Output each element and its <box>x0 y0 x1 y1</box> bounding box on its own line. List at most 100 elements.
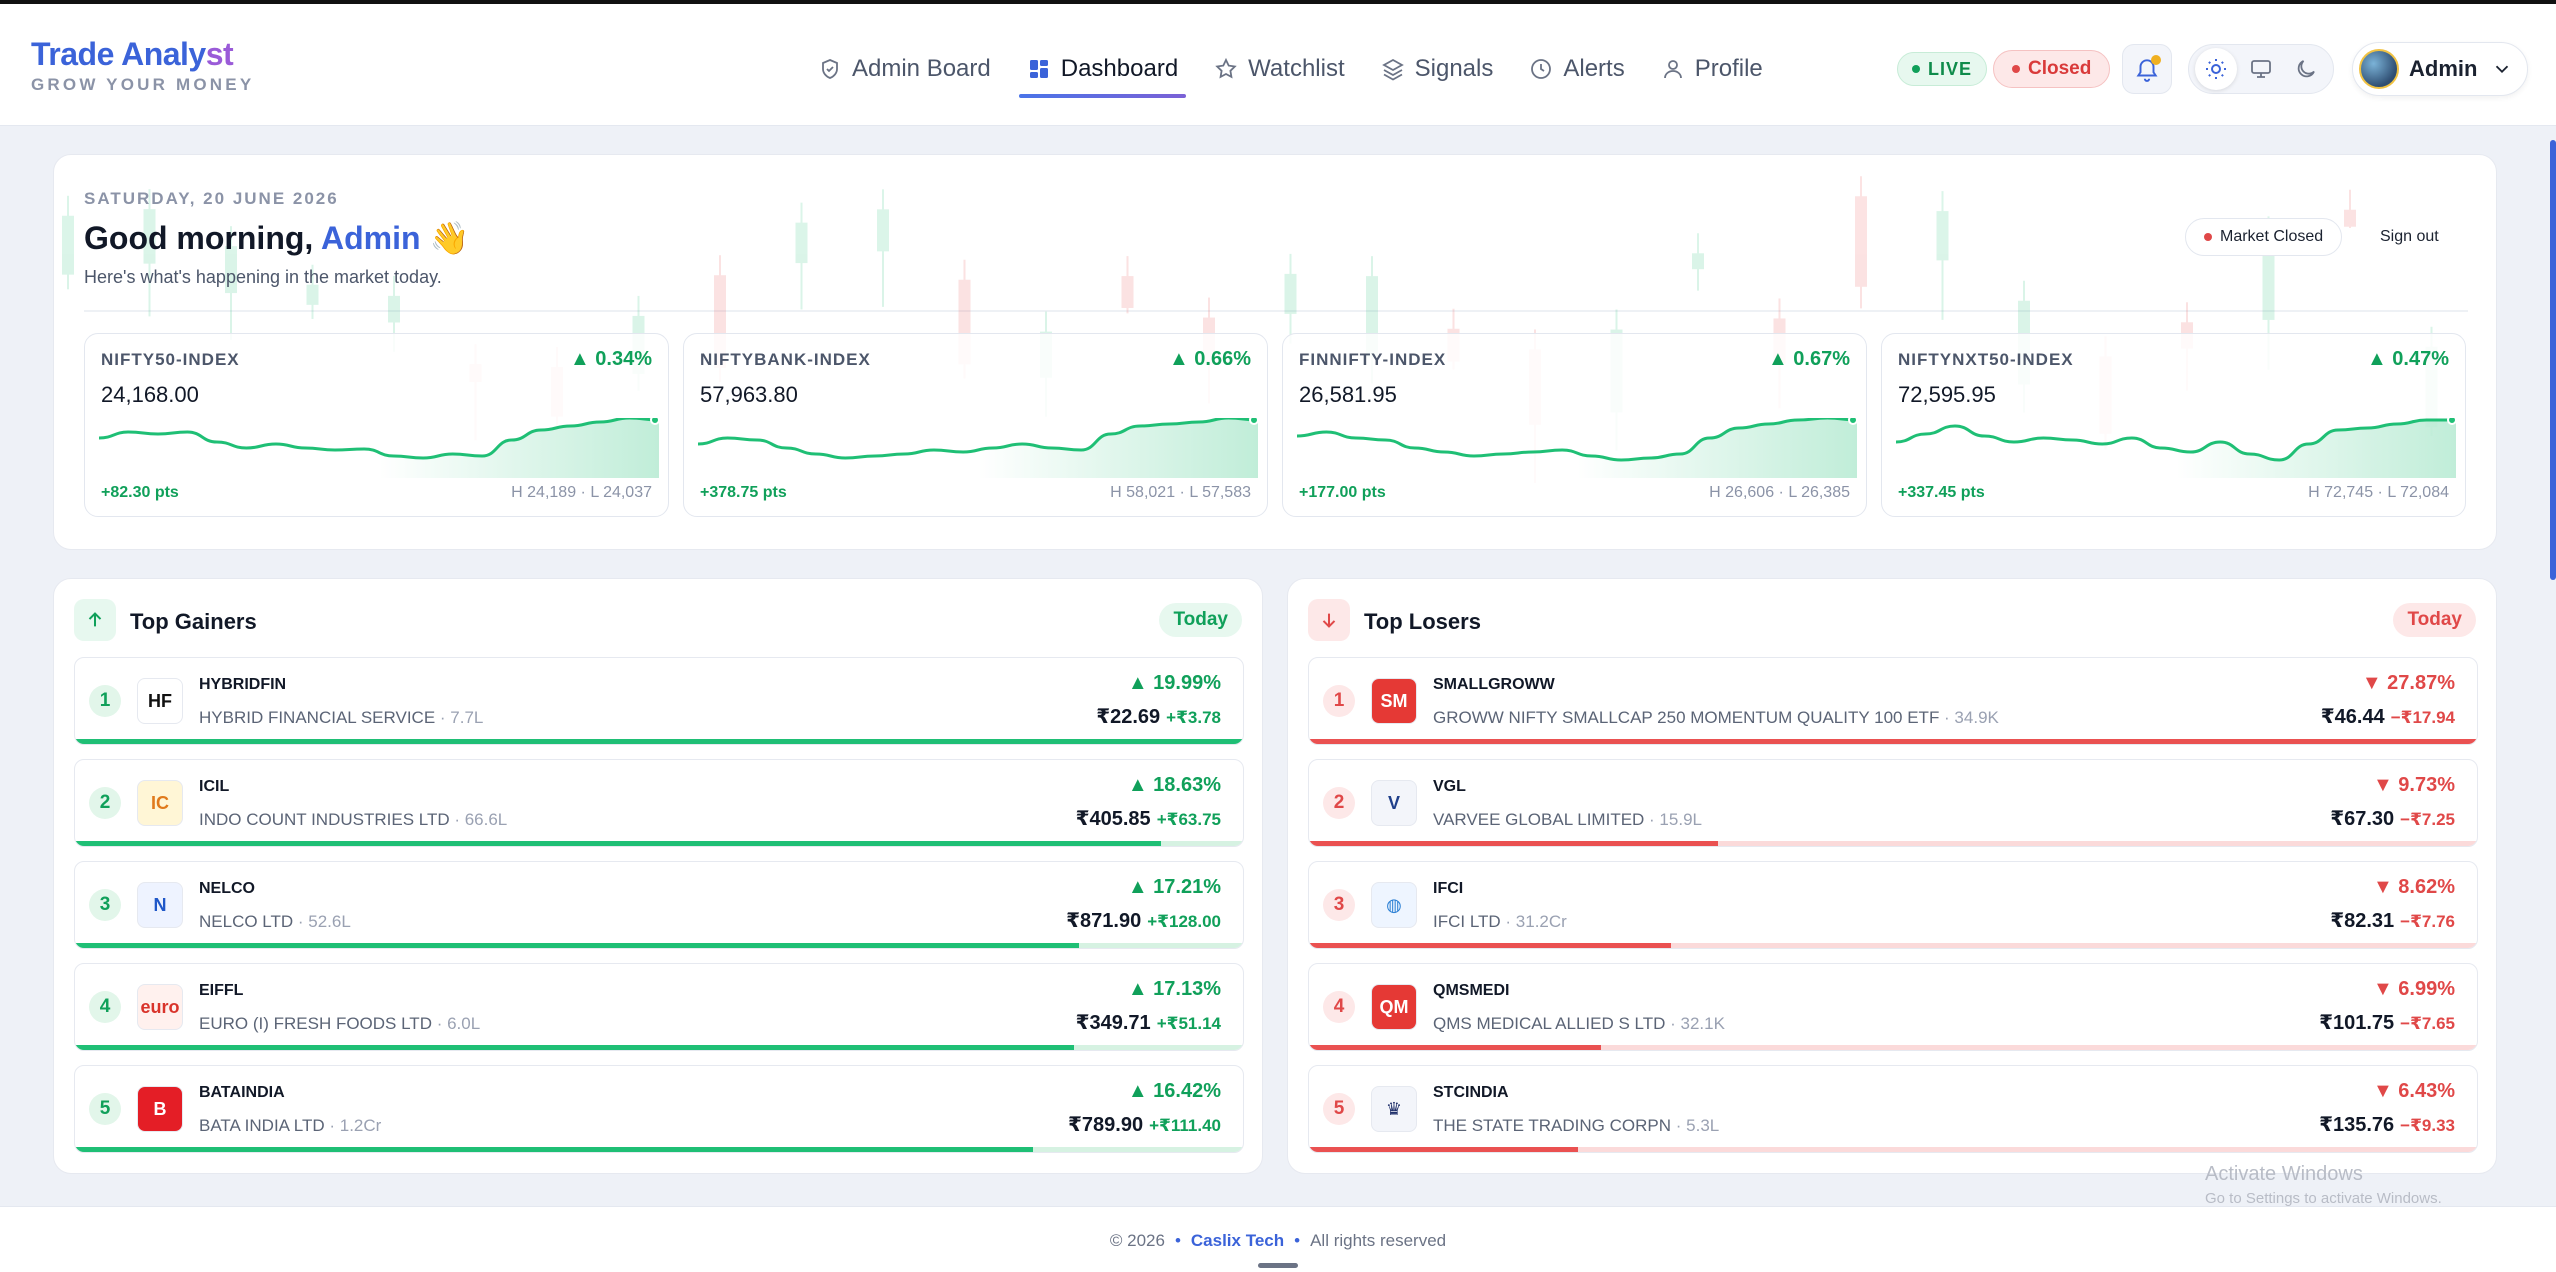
index-points: +378.75 pts <box>700 484 787 501</box>
sparkline-line <box>698 418 1258 460</box>
period-tag[interactable]: Today <box>2393 603 2476 637</box>
top-gainers-panel: Top Gainers Today 1 HF HYBRIDFIN HYBRID FIN… <box>53 578 1263 1174</box>
strength-bar <box>75 1045 1243 1050</box>
brand-subtitle: GROW YOUR MONEY <box>31 75 255 94</box>
layers-icon <box>1381 58 1404 81</box>
theme-light-button[interactable] <box>2194 48 2237 90</box>
stock-volume: · 31.2Cr <box>1500 912 1567 931</box>
nav-label: Watchlist <box>1248 55 1345 82</box>
rank-badge: 4 <box>1323 991 1355 1023</box>
user-icon <box>1663 60 1682 79</box>
stock-symbol: NELCO <box>199 880 255 897</box>
notifications-button[interactable] <box>2122 44 2172 94</box>
index-value: 24,168.00 <box>101 382 199 407</box>
stock-row[interactable]: 2 IC ICIL INDO COUNT INDUSTRIES LTD · 66.6L… <box>74 759 1244 847</box>
nav-dashboard[interactable]: Dashboard <box>1009 44 1196 98</box>
index-card[interactable]: FINNIFTY-INDEX ▲ 0.67% 26,581.95 +177.00 pt… <box>1282 333 1867 517</box>
stock-row[interactable]: 1 SM SMALLGROWW GROWW NIFTY SMALLCAP 250 MO… <box>1308 657 2478 745</box>
stock-symbol: SMALLGROWW <box>1433 676 1555 693</box>
stock-row[interactable]: 1 HF HYBRIDFIN HYBRID FINANCIAL SERVICE · 7… <box>74 657 1244 745</box>
brand-logo[interactable]: Trade Analyst GROW YOUR MONEY <box>31 36 254 95</box>
sparkline-end-dot <box>1249 418 1258 425</box>
closed-label: Closed <box>2028 58 2092 79</box>
sparkline-line <box>99 418 659 460</box>
chevron-down-icon <box>2496 65 2509 74</box>
stock-name: INDO COUNT INDUSTRIES LTD · 66.6L <box>199 810 508 829</box>
percent-change: ▲ 16.42% <box>1127 1080 1221 1102</box>
stock-row[interactable]: 5 ♛ STCINDIA THE STATE TRADING CORPN · 5.3L… <box>1308 1065 2478 1153</box>
shield-icon <box>822 59 838 79</box>
window-top-strip <box>0 0 2556 4</box>
stock-row[interactable]: 4 euro EIFFL EURO (I) FRESH FOODS LTD · 6.0… <box>74 963 1244 1051</box>
stock-symbol: IFCI <box>1433 880 1464 897</box>
footer-text: © 2026 • Caslix Tech • All rights reserved <box>1109 1231 1447 1250</box>
stock-volume: · 52.6L <box>293 912 351 931</box>
market-overview-card: SATURDAY, 20 JUNE 2026 Good morning, Adm… <box>53 154 2497 550</box>
sun-icon <box>2205 59 2226 79</box>
index-card[interactable]: NIFTY50-INDEX ▲ 0.34% 24,168.00 +82.30 pts H… <box>84 333 669 517</box>
stock-volume: · 15.9L <box>1644 810 1702 829</box>
stock-price: ₹101.75 −₹7.65 <box>2319 1012 2455 1034</box>
rank-badge: 2 <box>1323 787 1355 819</box>
sign-out-link[interactable]: Sign out <box>2380 228 2439 245</box>
rank-badge: 5 <box>1323 1093 1355 1125</box>
index-change: ▲ 0.66% <box>1168 348 1251 370</box>
stock-row[interactable]: 3 ◍ IFCI IFCI LTD · 31.2Cr ▼ 8.62% ₹82.31 −₹7.… <box>1308 861 2478 949</box>
company-logo-icon: V <box>1371 780 1417 826</box>
stock-symbol: VGL <box>1433 778 1466 795</box>
index-name: NIFTY50-INDEX <box>101 350 240 369</box>
price-change: −₹17.94 <box>2390 708 2455 727</box>
theme-dark-button[interactable] <box>2285 48 2327 90</box>
index-points: +177.00 pts <box>1299 484 1386 501</box>
strength-bar <box>75 943 1243 948</box>
panel-title: Top Gainers <box>130 609 257 634</box>
company-logo-icon: HF <box>137 678 183 724</box>
company-logo-icon: ◍ <box>1371 882 1417 928</box>
stock-price: ₹22.69 +₹3.78 <box>1096 706 1221 728</box>
percent-change: ▼ 9.73% <box>2372 774 2455 796</box>
scrollbar-thumb[interactable] <box>2550 140 2556 580</box>
stock-row[interactable]: 4 QM QMSMEDI QMS MEDICAL ALLIED S LTD · 32.… <box>1308 963 2478 1051</box>
index-card[interactable]: NIFTYNXT50-INDEX ▲ 0.47% 72,595.95 +337.45 … <box>1881 333 2466 517</box>
footer-company-link[interactable]: Caslix Tech <box>1190 1231 1285 1250</box>
index-high-low: H 26,606 · L 26,385 <box>1709 484 1850 501</box>
stock-row[interactable]: 2 V VGL VARVEE GLOBAL LIMITED · 15.9L ▼ 9.73… <box>1308 759 2478 847</box>
sparkline <box>99 418 659 478</box>
nav-signals[interactable]: Signals <box>1363 44 1512 94</box>
company-logo-icon: ♛ <box>1371 1086 1417 1132</box>
theme-system-button[interactable] <box>2240 48 2282 90</box>
nav-watchlist[interactable]: Watchlist <box>1196 44 1362 94</box>
rank-badge: 3 <box>1323 889 1355 921</box>
stock-volume: · 5.3L <box>1671 1116 1720 1135</box>
strength-bar-fill <box>75 739 1243 744</box>
stock-price: ₹349.71 +₹51.14 <box>1075 1012 1221 1034</box>
index-name: NIFTYBANK-INDEX <box>700 350 871 369</box>
company-logo-icon: N <box>137 882 183 928</box>
nav-profile[interactable]: Profile <box>1643 44 1781 94</box>
price-change: +₹51.14 <box>1156 1014 1221 1033</box>
sparkline-end-dot <box>650 418 659 425</box>
background-candle <box>62 195 74 290</box>
windows-watermark: Activate Windows <box>2205 1163 2363 1185</box>
stock-row[interactable]: 3 N NELCO NELCO LTD · 52.6L ▲ 17.21% ₹871.90 +… <box>74 861 1244 949</box>
price-change: +₹63.75 <box>1156 810 1221 829</box>
period-tag[interactable]: Today <box>1159 603 1242 637</box>
nav-admin-board[interactable]: Admin Board <box>800 44 1009 94</box>
rank-badge: 2 <box>89 787 121 819</box>
hero-date: SATURDAY, 20 JUNE 2026 <box>84 189 339 208</box>
panel-header: Top Gainers Today <box>74 599 1242 643</box>
index-card[interactable]: NIFTYBANK-INDEX ▲ 0.66% 57,963.80 +378.75 p… <box>683 333 1268 517</box>
nav-label: Profile <box>1694 55 1763 82</box>
market-status-pill: Market Closed <box>2185 218 2343 256</box>
background-candle <box>1936 191 1949 320</box>
avatar <box>2359 49 2399 89</box>
price-change: +₹3.78 <box>1166 708 1221 727</box>
price-change: −₹7.65 <box>2400 1014 2455 1033</box>
monitor-icon <box>2251 60 2271 78</box>
strength-bar <box>75 1147 1243 1152</box>
user-menu-button[interactable]: Admin <box>2352 42 2528 96</box>
stock-row[interactable]: 5 B BATAINDIA BATA INDIA LTD · 1.2Cr ▲ 16.42… <box>74 1065 1244 1153</box>
strength-bar <box>1309 841 2477 846</box>
stock-volume: · 34.9K <box>1939 708 1999 727</box>
nav-alerts[interactable]: Alerts <box>1511 44 1642 94</box>
